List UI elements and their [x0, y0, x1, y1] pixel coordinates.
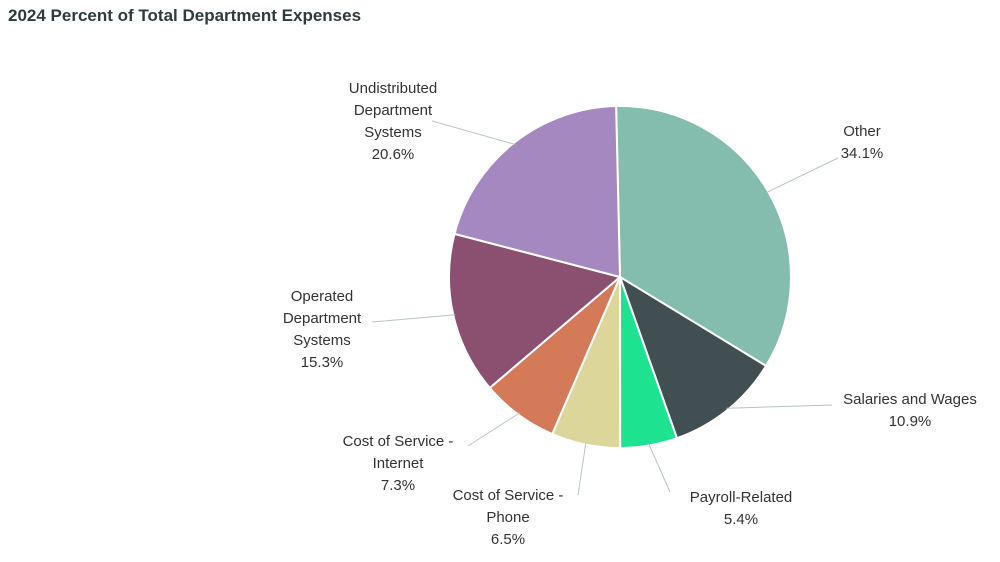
leader-line: [431, 120, 516, 145]
leader-line: [766, 157, 839, 193]
slice-value: 6.5%: [491, 531, 525, 548]
slice-value: 7.3%: [381, 477, 415, 494]
slice-label: Payroll-Related 5.4%: [690, 489, 793, 528]
leader-line: [577, 442, 587, 496]
slice-label: Operated Department Systems 15.3%: [283, 288, 362, 371]
slice-label: Cost of Service -Internet 7.3%: [343, 433, 454, 494]
slice-label: Salaries and Wages 10.9%: [843, 391, 977, 430]
leader-line: [371, 314, 456, 323]
slice-value: 15.3%: [301, 354, 344, 371]
leader-line: [467, 412, 520, 447]
chart-title: 2024 Percent of Total Department Expense…: [8, 6, 362, 25]
pie-slice[interactable]: [453, 105, 622, 279]
leader-line: [726, 404, 833, 409]
slice-label: Undistributed Department Systems 20.6%: [349, 80, 437, 163]
slice-label: Other 34.1%: [841, 123, 884, 162]
slice-value: 10.9%: [889, 413, 932, 430]
pie-slice[interactable]: [618, 274, 768, 440]
slice-value: 5.4%: [724, 511, 758, 528]
slice-value: 34.1%: [841, 145, 884, 162]
slice-label: Cost of Service -Phone 6.5%: [453, 487, 564, 548]
leader-line: [648, 443, 671, 493]
slice-value: 20.6%: [372, 146, 415, 163]
